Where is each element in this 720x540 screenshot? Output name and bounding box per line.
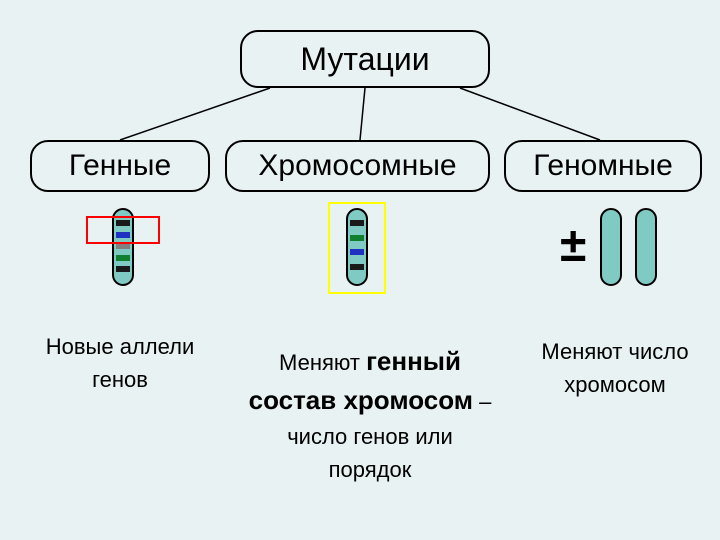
highlight-red-box <box>86 216 160 244</box>
child-label-chromosome: Хромосомные <box>258 149 456 183</box>
root-label: Мутации <box>300 41 429 78</box>
highlight-yellow-box <box>328 202 386 294</box>
child-node-gene: Генные <box>30 140 210 192</box>
child-node-genome: Геномные <box>504 140 702 192</box>
child-label-genome: Геномные <box>533 149 673 183</box>
description-gene: Новые аллелигенов <box>20 330 220 396</box>
description-chrom: Меняют генныйсостав хромосом –число гено… <box>230 342 510 486</box>
description-genom: Меняют числохромосом <box>520 335 710 401</box>
child-node-chromosome: Хромосомные <box>225 140 490 192</box>
chromosome-icon-genom-2 <box>635 208 657 286</box>
chromosome-icon-genom-1 <box>600 208 622 286</box>
child-label-gene: Генные <box>69 149 171 183</box>
root-node: Мутации <box>240 30 490 88</box>
plus-minus-symbol: ± <box>560 218 586 273</box>
